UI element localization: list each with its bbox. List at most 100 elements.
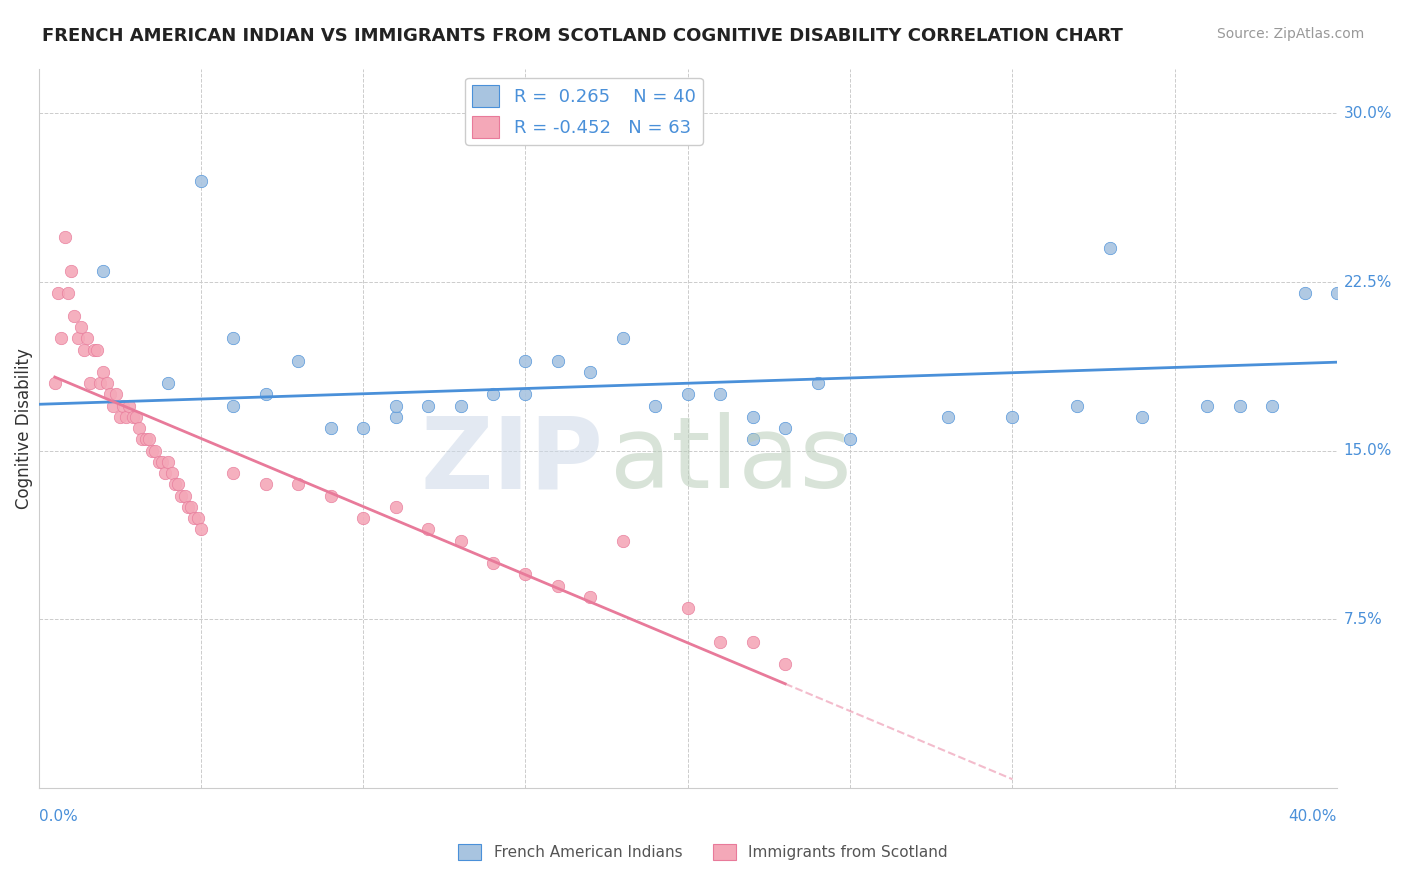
Point <box>287 353 309 368</box>
Point <box>450 533 472 548</box>
Point <box>1001 409 1024 424</box>
Point <box>63 309 86 323</box>
Point <box>416 522 439 536</box>
Point <box>170 489 193 503</box>
Point <box>515 567 537 582</box>
Point <box>773 421 796 435</box>
Point <box>145 443 167 458</box>
Point <box>319 489 342 503</box>
Point <box>105 387 128 401</box>
Point <box>515 353 537 368</box>
Point <box>44 376 66 391</box>
Point <box>1261 399 1284 413</box>
Point <box>93 264 115 278</box>
Point <box>676 387 699 401</box>
Legend: R =  0.265    N = 40, R = -0.452   N = 63: R = 0.265 N = 40, R = -0.452 N = 63 <box>465 78 703 145</box>
Text: 7.5%: 7.5% <box>1344 612 1382 627</box>
Point <box>1294 286 1316 301</box>
Point <box>319 421 342 435</box>
Point <box>163 477 186 491</box>
Point <box>222 399 245 413</box>
Point <box>83 343 105 357</box>
Point <box>131 433 153 447</box>
Point <box>60 264 83 278</box>
Point <box>76 331 98 345</box>
Point <box>173 489 195 503</box>
Point <box>254 477 277 491</box>
Point <box>103 399 125 413</box>
Text: 15.0%: 15.0% <box>1344 443 1392 458</box>
Point <box>709 634 731 648</box>
Point <box>384 399 406 413</box>
Point <box>46 286 69 301</box>
Point <box>254 387 277 401</box>
Point <box>180 500 202 514</box>
Point <box>93 365 115 379</box>
Point <box>482 556 505 570</box>
Point <box>773 657 796 672</box>
Text: atlas: atlas <box>610 412 852 509</box>
Point <box>612 331 634 345</box>
Point <box>547 353 569 368</box>
Point <box>121 409 143 424</box>
Point <box>73 343 96 357</box>
Point <box>160 466 183 480</box>
Text: ZIP: ZIP <box>420 412 603 509</box>
Point <box>128 421 150 435</box>
Point <box>482 387 505 401</box>
Point <box>141 443 163 458</box>
Text: Source: ZipAtlas.com: Source: ZipAtlas.com <box>1216 27 1364 41</box>
Point <box>352 511 374 525</box>
Point <box>709 387 731 401</box>
Text: 30.0%: 30.0% <box>1344 106 1392 121</box>
Point <box>547 578 569 592</box>
Point <box>579 590 602 604</box>
Point <box>157 376 180 391</box>
Point <box>807 376 830 391</box>
Point <box>1197 399 1219 413</box>
Point <box>125 409 148 424</box>
Point <box>98 387 121 401</box>
Point <box>1326 286 1348 301</box>
Point <box>222 331 245 345</box>
Point <box>79 376 101 391</box>
Point <box>157 455 180 469</box>
Point <box>579 365 602 379</box>
Point <box>148 455 170 469</box>
Point <box>1130 409 1153 424</box>
Point <box>135 433 157 447</box>
Point <box>177 500 200 514</box>
Point <box>138 433 160 447</box>
Point <box>612 533 634 548</box>
Point <box>150 455 173 469</box>
Legend: French American Indians, Immigrants from Scotland: French American Indians, Immigrants from… <box>453 838 953 866</box>
Point <box>115 409 138 424</box>
Point <box>51 331 73 345</box>
Point <box>352 421 374 435</box>
Point <box>1358 612 1381 626</box>
Point <box>741 634 763 648</box>
Point <box>69 320 91 334</box>
Point <box>111 399 134 413</box>
Point <box>89 376 111 391</box>
Point <box>66 331 89 345</box>
Text: 40.0%: 40.0% <box>1289 809 1337 824</box>
Point <box>86 343 108 357</box>
Point <box>1229 399 1251 413</box>
Text: 22.5%: 22.5% <box>1344 275 1392 290</box>
Point <box>839 433 862 447</box>
Point <box>167 477 190 491</box>
Point <box>450 399 472 413</box>
Point <box>153 466 176 480</box>
Point <box>190 174 212 188</box>
Point <box>190 522 212 536</box>
Point <box>56 286 79 301</box>
Point <box>1098 241 1121 255</box>
Point <box>644 399 666 413</box>
Point <box>416 399 439 413</box>
Point <box>118 399 141 413</box>
Point <box>741 409 763 424</box>
Point <box>96 376 118 391</box>
Point <box>53 230 76 244</box>
Point <box>187 511 209 525</box>
